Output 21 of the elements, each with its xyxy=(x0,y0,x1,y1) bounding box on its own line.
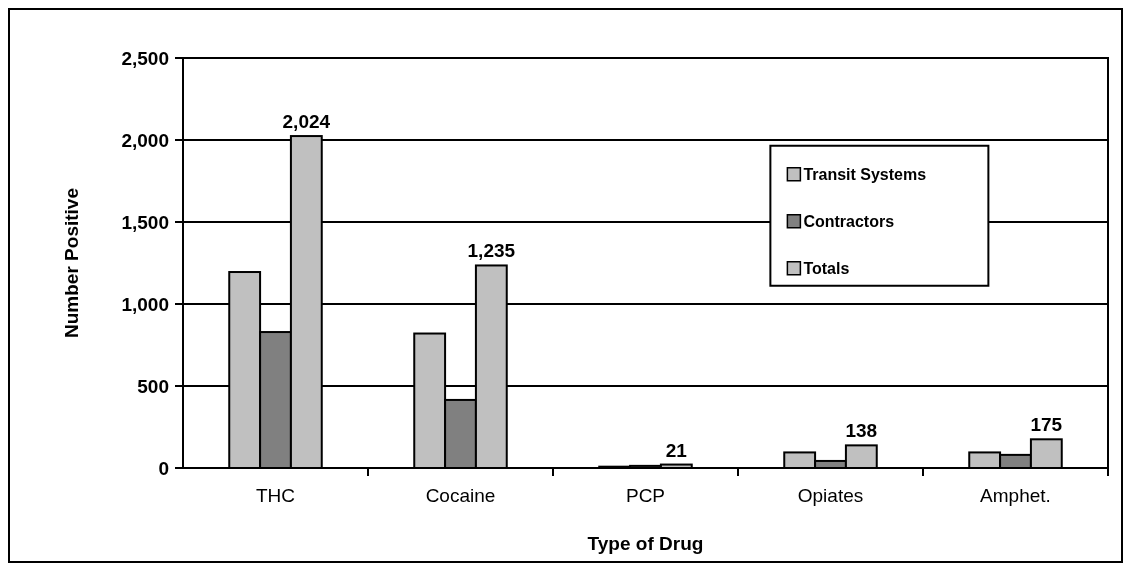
y-tick-label: 0 xyxy=(158,457,169,479)
x-tick-label: Cocaine xyxy=(425,485,496,506)
y-tick-label: 2,000 xyxy=(121,129,169,151)
x-axis-title: Type of Drug xyxy=(587,533,704,554)
x-tick-label: Amphet. xyxy=(980,485,1051,506)
x-tick-label: THC xyxy=(255,485,296,506)
data-label: 2,024 xyxy=(282,111,331,133)
legend-label: Contractors xyxy=(803,212,895,230)
y-axis-title: Number Positive xyxy=(61,188,82,338)
x-tick-label: Opiates xyxy=(797,485,864,506)
y-tick-label: 1,000 xyxy=(121,293,169,315)
x-tick-label: PCP xyxy=(625,485,666,506)
y-tick-label: 1,500 xyxy=(121,211,169,233)
legend-label: Transit Systems xyxy=(803,165,927,183)
data-label: 175 xyxy=(1030,414,1063,436)
legend-label: Totals xyxy=(803,259,850,277)
data-label: 21 xyxy=(665,439,688,461)
y-tick-label: 500 xyxy=(137,375,169,397)
y-tick-label: 2,500 xyxy=(121,47,169,69)
data-label: 1,235 xyxy=(467,240,516,262)
data-label: 138 xyxy=(845,420,878,442)
